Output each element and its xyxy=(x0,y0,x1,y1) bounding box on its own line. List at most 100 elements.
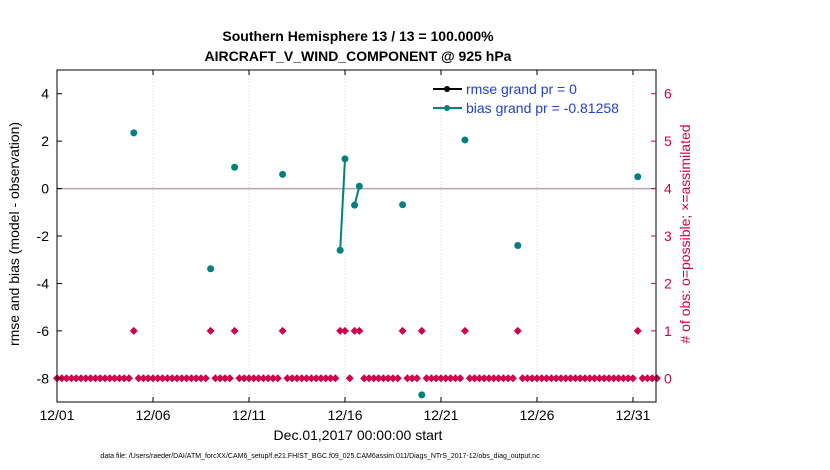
obs-marker-zero-107 xyxy=(624,374,633,383)
obs-marker-zero-65 xyxy=(408,374,417,383)
y-right-tick-label-3: 3 xyxy=(664,228,672,244)
obs-marker-zero-110 xyxy=(643,374,652,383)
obs-marker-zero-102 xyxy=(600,374,609,383)
obs-marker-zero-83 xyxy=(504,374,513,383)
obs-marker-zero-79 xyxy=(484,374,493,383)
y-tick-label-5: 2 xyxy=(41,133,49,149)
obs-marker-zero-38 xyxy=(249,374,258,383)
obs-marker-zero-57 xyxy=(364,374,373,383)
obs-marker-zero-44 xyxy=(283,374,292,383)
obs-marker-zero-62 xyxy=(388,374,397,383)
y-right-tick-label-2: 2 xyxy=(664,275,672,291)
obs-marker-zero-76 xyxy=(470,374,479,383)
obs-marker-zero-16 xyxy=(134,374,143,383)
obs-marker-zero-28 xyxy=(192,374,201,383)
obs-marker-zero-95 xyxy=(566,374,575,383)
obs-marker-zero-6 xyxy=(81,374,90,383)
obs-marker-zero-99 xyxy=(585,374,594,383)
obs-marker-one-9 xyxy=(417,326,426,335)
x-tick-label-3: 12/16 xyxy=(327,407,362,423)
obs-marker-zero-80 xyxy=(489,374,498,383)
obs-marker-zero-36 xyxy=(240,374,249,383)
obs-marker-zero-86 xyxy=(523,374,532,383)
obs-marker-one-6 xyxy=(350,326,359,335)
bias-point-12 xyxy=(634,173,642,181)
obs-marker-zero-105 xyxy=(614,374,623,383)
obs-marker-one-0 xyxy=(129,326,138,335)
obs-marker-zero-9 xyxy=(96,374,105,383)
obs-marker-zero-82 xyxy=(499,374,508,383)
obs-marker-zero-24 xyxy=(172,374,181,383)
y-tick-label-4: 0 xyxy=(41,181,49,197)
obs-marker-zero-15 xyxy=(124,374,133,383)
obs-marker-zero-63 xyxy=(393,374,402,383)
obs-marker-zero-31 xyxy=(211,374,220,383)
obs-marker-zero-84 xyxy=(508,374,517,383)
obs-marker-one-5 xyxy=(340,326,349,335)
obs-marker-zero-81 xyxy=(494,374,503,383)
bias-point-9 xyxy=(418,391,426,399)
obs-marker-zero-59 xyxy=(374,374,383,383)
obs-marker-zero-56 xyxy=(360,374,369,383)
obs-marker-zero-11 xyxy=(105,374,114,383)
obs-marker-zero-112 xyxy=(652,374,661,383)
axis-ticks xyxy=(56,70,656,402)
bias-point-8 xyxy=(399,201,407,209)
obs-marker-zero-41 xyxy=(264,374,273,383)
x-tick-label-4: 12/21 xyxy=(423,407,458,423)
obs-marker-one-4 xyxy=(336,326,345,335)
obs-marker-zero-72 xyxy=(446,374,455,383)
obs-marker-zero-75 xyxy=(465,374,474,383)
obs-marker-zero-98 xyxy=(580,374,589,383)
obs-marker-zero-33 xyxy=(220,374,229,383)
obs-marker-one-7 xyxy=(355,326,364,335)
bias-point-5 xyxy=(341,155,349,163)
obs-marker-zero-54 xyxy=(331,374,340,383)
obs-marker-zero-92 xyxy=(552,374,561,383)
obs-marker-zero-26 xyxy=(182,374,191,383)
y-tick-label-3: -2 xyxy=(37,228,50,244)
chart-title-line1: Southern Hemisphere 13 / 13 = 100.000% xyxy=(222,28,494,44)
y-right-tick-label-6: 6 xyxy=(664,86,672,102)
obs-marker-zero-25 xyxy=(177,374,186,383)
obs-marker-zero-48 xyxy=(302,374,311,383)
obs-marker-one-11 xyxy=(513,326,522,335)
obs-marker-zero-61 xyxy=(384,374,393,383)
obs-marker-zero-101 xyxy=(595,374,604,383)
legend: rmse grand pr = 0 bias grand pr = -0.812… xyxy=(433,81,619,116)
obs-marker-zero-89 xyxy=(537,374,546,383)
obs-marker-zero-8 xyxy=(91,374,100,383)
y-right-tick-labels: 0 1 2 3 4 5 6 xyxy=(664,86,672,387)
y-tick-label-1: -6 xyxy=(37,323,50,339)
x-tick-labels: 12/01 12/06 12/11 12/16 12/21 12/26 12/31 xyxy=(39,407,650,423)
obs-marker-zero-73 xyxy=(451,374,460,383)
x-tick-label-5: 12/26 xyxy=(519,407,554,423)
obs-marker-zero-91 xyxy=(547,374,556,383)
obs-marker-zero-78 xyxy=(480,374,489,383)
obs-marker-zero-103 xyxy=(604,374,613,383)
plot-frame xyxy=(56,69,657,403)
obs-marker-zero-17 xyxy=(139,374,148,383)
x-tick-label-0: 12/01 xyxy=(39,407,74,423)
obs-marker-zero-108 xyxy=(628,374,637,383)
obs-marker-zero-13 xyxy=(115,374,124,383)
y-axis-right-label: # of obs: o=possible; ×=assimilated xyxy=(677,124,693,343)
obs-marker-zero-106 xyxy=(619,374,628,383)
x-axis-label: Dec.01,2017 00:00:00 start xyxy=(274,427,443,443)
bias-point-10 xyxy=(461,136,469,144)
chart-title-line2: AIRCRAFT_V_WIND_COMPONENT @ 925 hPa xyxy=(205,48,512,64)
bias-point-0 xyxy=(130,129,138,137)
obs-marker-zero-87 xyxy=(528,374,537,383)
obs-marker-zero-66 xyxy=(412,374,421,383)
obs-marker-zero-14 xyxy=(120,374,129,383)
bias-point-11 xyxy=(514,241,522,249)
obs-count-markers xyxy=(53,326,661,383)
obs-marker-zero-12 xyxy=(110,374,119,383)
obs-marker-zero-60 xyxy=(379,374,388,383)
obs-marker-zero-93 xyxy=(556,374,565,383)
obs-marker-zero-4 xyxy=(72,374,81,383)
obs-marker-zero-69 xyxy=(432,374,441,383)
legend-bias-label: bias grand pr = -0.81258 xyxy=(466,100,619,116)
x-tick-label-6: 12/31 xyxy=(615,407,650,423)
